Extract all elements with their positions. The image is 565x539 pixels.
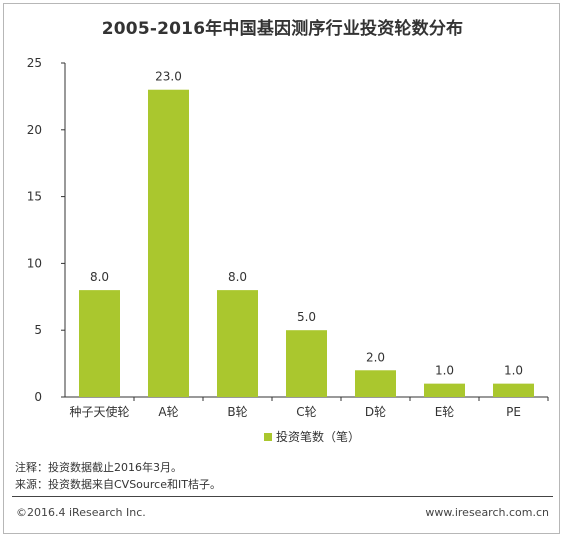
y-tick-label: 0	[34, 390, 42, 404]
x-tick-label: 种子天使轮	[69, 404, 129, 419]
note-text: 注释：投资数据截止2016年3月。	[15, 461, 182, 474]
bar-value-label: 1.0	[504, 364, 523, 378]
x-tick-label: B轮	[227, 405, 247, 419]
footer-divider	[12, 496, 553, 497]
bar-value-label: 8.0	[228, 270, 247, 284]
chart-frame	[3, 3, 560, 534]
bar-value-label: 23.0	[155, 70, 182, 84]
bar-value-label: 1.0	[435, 364, 454, 378]
bar-value-label: 2.0	[366, 350, 385, 364]
legend-swatch	[264, 433, 272, 441]
chart-title: 2005-2016年中国基因测序行业投资轮数分布	[101, 19, 464, 39]
bar-chart: 0 5 10 15 20 25 8.0 种子天使轮 23.0 A轮 8.0 B轮 5.0 C轮 2.0 D轮 1…	[27, 56, 549, 444]
x-tick-label: D轮	[365, 405, 386, 419]
legend-label: 投资笔数（笔）	[276, 429, 360, 444]
x-tick-label: PE	[506, 405, 521, 419]
bar	[493, 383, 534, 397]
x-tick-label: A轮	[158, 405, 178, 419]
bar-value-label: 8.0	[90, 270, 109, 284]
bar	[424, 383, 465, 397]
source-text: 来源：投资数据来自CVSource和IT桔子。	[15, 478, 221, 491]
y-tick-label: 5	[34, 323, 42, 337]
y-tick-label: 15	[27, 190, 42, 204]
y-tick-label: 20	[27, 123, 42, 137]
bar	[217, 290, 258, 397]
bar-value-label: 5.0	[297, 310, 316, 324]
bar	[148, 89, 189, 397]
website-url: www.iresearch.com.cn	[425, 506, 549, 519]
bar	[355, 370, 396, 397]
copyright-text: ©2016.4 iResearch Inc.	[16, 506, 146, 519]
x-tick-label: E轮	[435, 405, 455, 419]
bar	[79, 290, 120, 397]
x-tick-label: C轮	[296, 405, 316, 419]
y-tick-label: 25	[27, 56, 42, 70]
y-tick-label: 10	[27, 256, 42, 270]
bar	[286, 330, 327, 397]
